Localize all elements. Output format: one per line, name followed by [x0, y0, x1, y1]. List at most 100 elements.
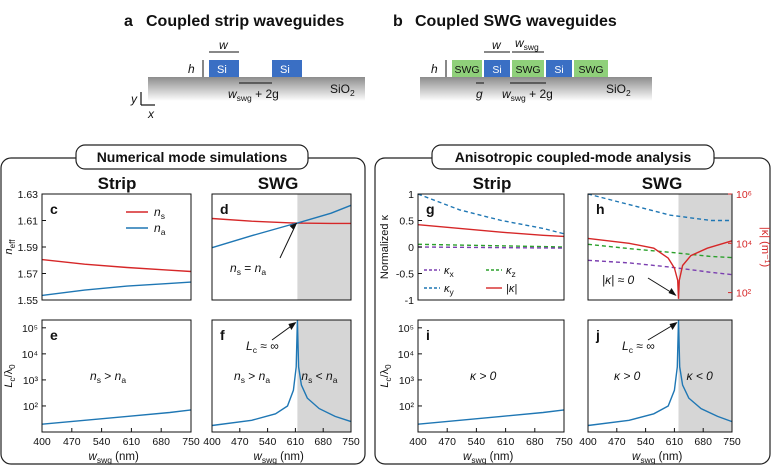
- panel-letter-g: g: [426, 201, 435, 217]
- x-axis-label-f: wswg​ (nm): [254, 451, 304, 465]
- chart-f: f 400 470 540 610 680 750 wswg​ (nm) Lc​ ≈ ∞ ns​ …: [203, 319, 360, 465]
- swg-block-1-label: SWG: [454, 64, 479, 76]
- gap-label-b: wswg​ + 2g: [502, 87, 553, 103]
- annotation-lc-infinity-f: Lc​ ≈ ∞: [246, 339, 279, 355]
- series-kabs-g: [417, 224, 565, 238]
- gap-label-a: wswg​ + 2g: [228, 87, 279, 103]
- text-main: /λ: [379, 368, 391, 377]
- xtick-label-i: 680: [526, 436, 544, 448]
- si-waveguide-1: [209, 60, 239, 77]
- ytick-label-g: 1: [408, 189, 414, 201]
- series-Lc-e: [41, 409, 192, 425]
- series-ns-d: [211, 217, 351, 225]
- subscript: swg: [97, 455, 112, 465]
- subscript: 0: [384, 364, 393, 369]
- text-main: w: [492, 38, 502, 52]
- ytick-label-i: 10⁴: [398, 349, 414, 361]
- ytick-label-e: 10⁴: [22, 349, 38, 361]
- text-main: x: [147, 107, 155, 121]
- annotation-kappa-zero: |κ| ≈ 0: [602, 273, 634, 287]
- text-main: n: [154, 221, 161, 235]
- text-main: =: [241, 261, 255, 275]
- series-kx-g: [417, 246, 565, 249]
- panel-letter-a: a: [124, 13, 133, 30]
- annotation-lc-infinity-j: Lc​ ≈ ∞: [622, 339, 655, 355]
- text-main: L: [246, 339, 253, 353]
- xtick-label-f: 470: [231, 436, 249, 448]
- series-ky-h: [587, 193, 732, 222]
- text-main: g: [476, 87, 483, 101]
- swg-block-1: [452, 60, 482, 77]
- annotation-arrowhead-d: [289, 222, 297, 230]
- xtick-label-j: 680: [694, 436, 712, 448]
- xtick-label-i: 540: [468, 436, 486, 448]
- text-main: (nm): [655, 451, 682, 463]
- text-main: >: [101, 369, 115, 383]
- xtick-label-j: 540: [637, 436, 655, 448]
- xtick-label-f: 750: [342, 436, 360, 448]
- annotation-ns-greater-na: ns​ > na​: [90, 369, 126, 385]
- text-main: (nm): [277, 451, 304, 463]
- series-kz-g: [417, 243, 565, 248]
- xtick-label-f: 400: [203, 436, 221, 448]
- si-block-1-label: Si: [492, 64, 501, 76]
- si-block-1: [484, 60, 510, 77]
- text-main: L: [3, 381, 15, 387]
- axes-frame-j: [587, 319, 733, 433]
- annotation-kappa-negative-j: κ < 0: [687, 369, 714, 383]
- ytick-label-c: 1.59: [18, 242, 39, 254]
- w-label: w: [219, 38, 229, 52]
- xtick-label-f: 540: [259, 436, 277, 448]
- panel-letter-c: c: [50, 201, 58, 217]
- si-waveguide-2: [272, 60, 302, 77]
- xtick-label-j: 750: [723, 436, 741, 448]
- y-axis-label-c: neff: [3, 239, 17, 255]
- ytick-label-i: 10³: [399, 375, 415, 387]
- subscript: s: [308, 375, 312, 385]
- y2tick-label-h: 10²: [736, 288, 752, 300]
- text-main: h: [431, 62, 438, 76]
- chart-d: d ns​ = na​: [211, 193, 352, 301]
- legend-label-s: ns​: [154, 205, 165, 221]
- x-axis-label-e: wswg​ (nm): [89, 451, 139, 465]
- subscript: a: [333, 375, 338, 385]
- si-label-2: Si: [280, 64, 290, 76]
- annotation-kappa-positive-j: κ > 0: [614, 369, 641, 383]
- text-main: n: [154, 205, 161, 219]
- legend-label-0: κx​: [444, 265, 455, 279]
- text-main: L: [622, 339, 629, 353]
- x-axis-label-j: wswg​ (nm): [632, 451, 682, 465]
- text-main: L: [379, 381, 391, 387]
- diagram-b-title: Coupled SWG waveguides: [415, 13, 617, 30]
- axes-frame-e: [41, 319, 192, 433]
- text-main: ≈ ∞: [257, 339, 279, 353]
- ytick-label-c: 1.61: [18, 216, 39, 228]
- subscript: s: [97, 375, 101, 385]
- subscript: a: [161, 227, 166, 237]
- panel-letter-i: i: [426, 327, 430, 343]
- axes-frame-h: [587, 193, 733, 301]
- wswg-label: wswg​: [515, 36, 539, 52]
- chart-j: j 400 470 540 610 680 750 wswg​ (nm) Lc​ ≈ ∞ κ > …: [579, 319, 741, 465]
- text-main: κ < 0: [687, 369, 714, 383]
- ytick-label-g: 0.5: [399, 216, 414, 228]
- subscript: 0: [8, 364, 17, 369]
- subscript: swg: [237, 93, 252, 103]
- subscript: swg: [471, 455, 486, 465]
- text-main: w: [463, 451, 472, 463]
- text-main: n: [301, 369, 308, 383]
- text-main: κ: [444, 283, 450, 295]
- swg-block-2-label: SWG: [515, 64, 540, 76]
- text-main: w: [228, 87, 238, 101]
- g-label: g: [476, 87, 483, 101]
- right-section-title: Anisotropic coupled-mode analysis: [455, 149, 692, 165]
- subscript: c: [253, 345, 258, 355]
- series-ns-c: [41, 258, 192, 273]
- y2tick-label-h: 10⁴: [736, 238, 752, 250]
- left-section-title: Numerical mode simulations: [97, 149, 288, 165]
- text-main: h: [188, 62, 195, 76]
- text-main: >: [245, 369, 259, 383]
- si-block-2-label: Si: [554, 64, 563, 76]
- subscript: swg: [524, 42, 539, 52]
